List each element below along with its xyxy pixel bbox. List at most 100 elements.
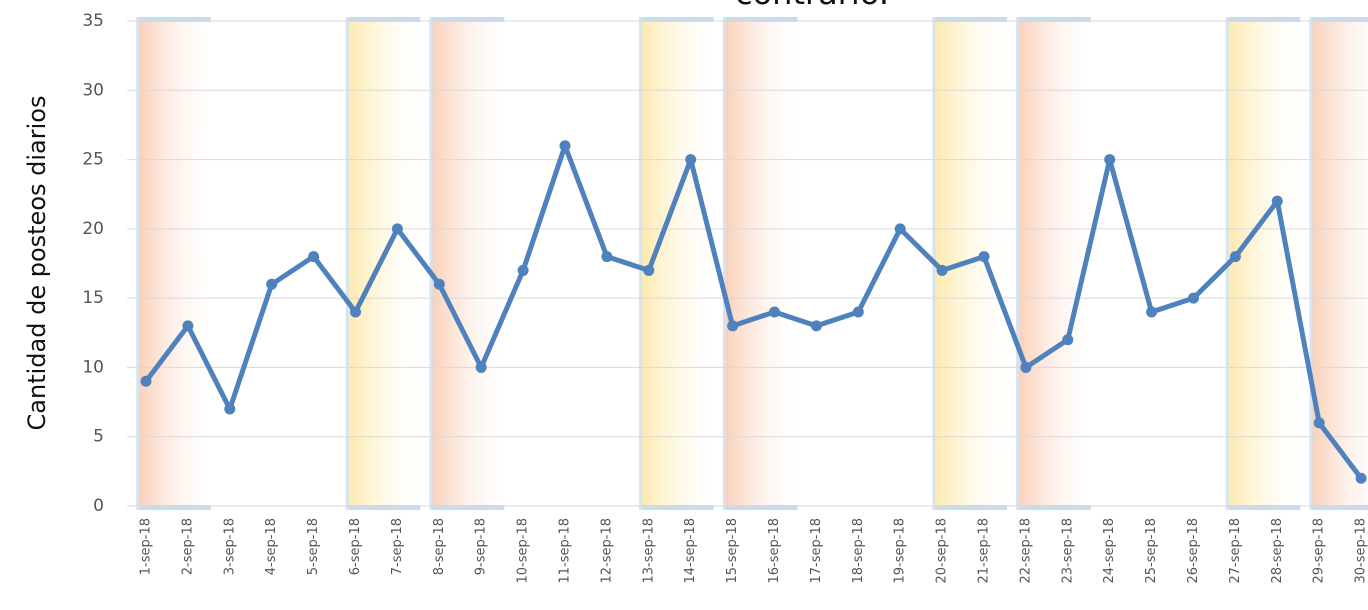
band-edge	[136, 505, 211, 510]
y-tick-label: 10	[82, 357, 104, 377]
x-tick-label: 21-sep-18	[977, 518, 992, 584]
band-edge	[722, 17, 726, 510]
x-tick-label: 6-sep-18	[348, 518, 363, 575]
point	[1146, 306, 1158, 318]
point	[559, 140, 571, 152]
x-tick-label: 23-sep-18	[1060, 518, 1075, 584]
line	[144, 143, 1364, 480]
point	[475, 361, 487, 373]
point	[391, 223, 403, 235]
point	[1188, 292, 1199, 304]
x-tick-label: 7-sep-18	[390, 518, 405, 575]
point	[643, 264, 655, 276]
y-tick-label: 15	[82, 288, 104, 308]
x-tick-label: 3-sep-18	[222, 518, 237, 575]
y-axis-label: Cantidad de posteos diarios	[23, 96, 51, 431]
band-edge	[345, 17, 349, 510]
band-edge	[429, 17, 505, 22]
x-tick-label: 27-sep-18	[1228, 518, 1243, 584]
point	[852, 306, 864, 318]
band-edge	[639, 17, 714, 22]
band-edge	[1225, 17, 1301, 22]
band-edge	[1016, 505, 1091, 510]
x-tick-label: 14-sep-18	[683, 518, 698, 584]
y-tick-label: 0	[93, 496, 104, 516]
point	[1104, 154, 1116, 166]
x-tick-label: 19-sep-18	[893, 518, 908, 584]
x-tick-label: 25-sep-18	[1144, 518, 1159, 584]
point	[1271, 195, 1283, 207]
x-tick-label: 1-sep-18	[139, 518, 154, 575]
band-edge	[429, 17, 433, 510]
band-edge	[1016, 17, 1091, 22]
x-tick-label: 29-sep-18	[1312, 518, 1327, 584]
x-tick-label: 10-sep-18	[516, 518, 531, 584]
band-edge	[429, 505, 505, 510]
point	[266, 278, 278, 290]
band-edge	[1309, 17, 1313, 510]
x-tick-label: 2-sep-18	[180, 518, 195, 575]
x-tick-label: 22-sep-18	[1018, 518, 1033, 584]
band-edge	[1309, 505, 1368, 510]
band-edge	[722, 17, 798, 22]
point	[769, 306, 780, 318]
point	[894, 223, 906, 235]
band	[345, 17, 421, 510]
point	[350, 306, 361, 318]
band-edge	[722, 505, 798, 510]
point	[224, 403, 236, 415]
point	[1355, 472, 1367, 484]
x-tick-label: 13-sep-18	[641, 518, 656, 584]
point	[1313, 417, 1325, 429]
band-edge	[136, 17, 211, 22]
y-tick-label: 25	[82, 150, 104, 170]
point	[308, 251, 320, 263]
point	[810, 320, 822, 332]
y-tick-label: 5	[93, 427, 104, 447]
band	[1309, 17, 1368, 510]
x-tick-label: 17-sep-18	[809, 518, 824, 584]
x-tick-label: 16-sep-18	[767, 518, 782, 584]
band	[429, 17, 505, 510]
point	[936, 264, 948, 276]
point	[182, 320, 194, 332]
band-edge	[639, 17, 643, 510]
point	[1062, 334, 1074, 346]
point	[685, 154, 697, 166]
band-edge	[345, 505, 421, 510]
x-tick-label: 9-sep-18	[474, 518, 489, 575]
x-tick-label: 11-sep-18	[558, 518, 573, 584]
point	[727, 320, 739, 332]
point	[433, 278, 445, 290]
x-tick-label: 12-sep-18	[599, 518, 614, 584]
band-edge	[1225, 505, 1301, 510]
x-tick-label: 15-sep-18	[725, 518, 740, 584]
y-tick-label: 30	[82, 80, 104, 100]
point	[1229, 251, 1241, 263]
grid	[127, 20, 1368, 507]
point	[601, 251, 613, 263]
x-tick-label: 18-sep-18	[851, 518, 866, 584]
band-edge	[1309, 17, 1368, 22]
point	[140, 375, 152, 387]
band	[136, 17, 211, 510]
x-tick-label: 30-sep-18	[1354, 518, 1368, 584]
band-edge	[1016, 17, 1020, 510]
band	[1016, 17, 1091, 510]
point	[517, 264, 529, 276]
band-edge	[136, 17, 140, 510]
x-tick-label: 20-sep-18	[935, 518, 950, 584]
y-tick-label: 20	[82, 219, 104, 239]
x-tick-label: 8-sep-18	[432, 518, 447, 575]
x-tick-label: 24-sep-18	[1102, 518, 1117, 584]
band-edge	[932, 17, 1008, 22]
band	[722, 17, 798, 510]
x-tick-label: 4-sep-18	[264, 518, 279, 575]
band-edge	[345, 17, 421, 22]
point	[1020, 361, 1032, 373]
band-edge	[639, 505, 714, 510]
x-tick-label: 28-sep-18	[1270, 518, 1285, 584]
point	[978, 251, 990, 263]
y-tick-label: 35	[82, 11, 104, 31]
